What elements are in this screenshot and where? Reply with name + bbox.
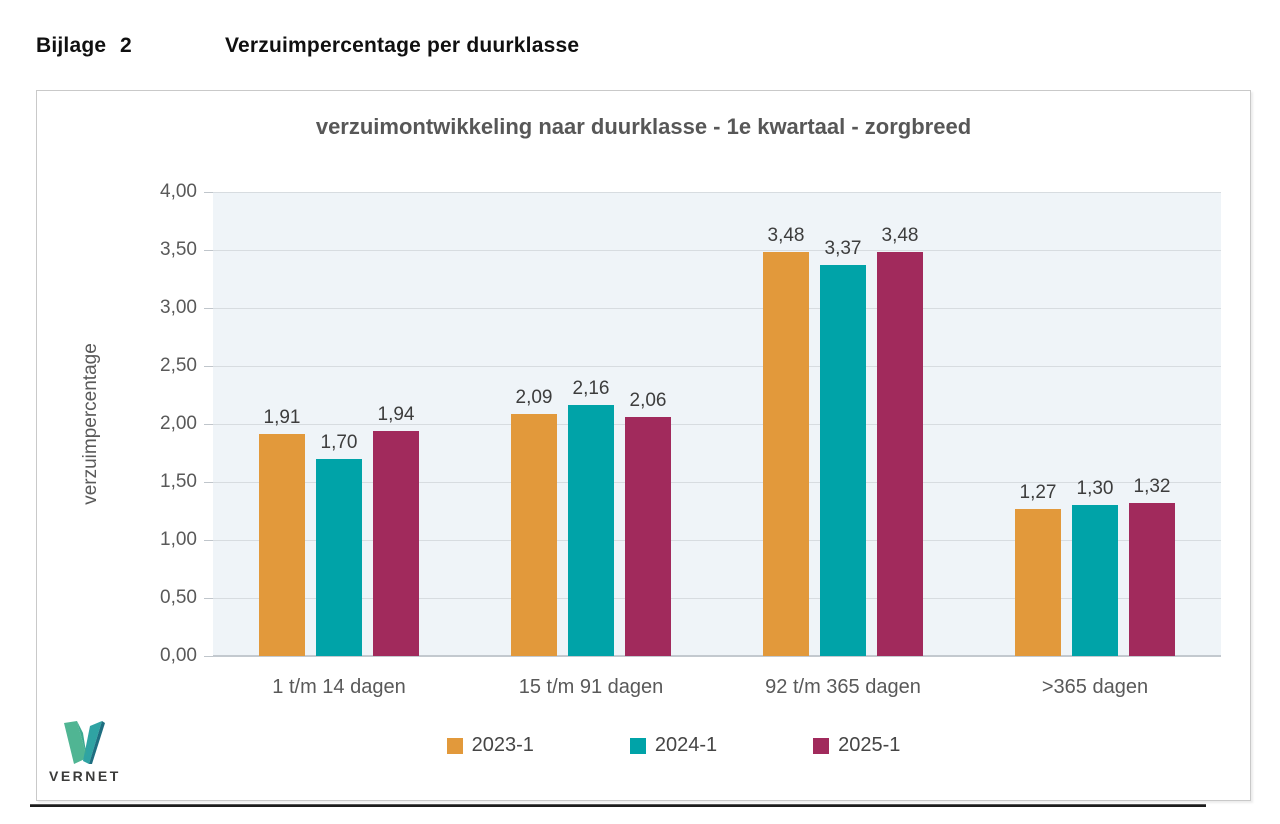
bar-2023-1 xyxy=(763,252,809,656)
bar-value-label: 1,30 xyxy=(1076,478,1114,500)
bar-value-label: 3,48 xyxy=(881,225,919,247)
chart-legend: 2023-1 2024-1 2025-1 xyxy=(37,734,1250,757)
legend-swatch xyxy=(629,737,646,754)
bar-column: 3,48 xyxy=(763,225,809,656)
vernet-logo-text: VERNET xyxy=(49,768,121,784)
bar-value-label: 1,70 xyxy=(320,431,358,453)
y-tick-mark xyxy=(204,308,213,309)
bar-column: 2,16 xyxy=(568,378,614,656)
bar-2023-1 xyxy=(1015,508,1061,656)
gridline xyxy=(213,250,1221,251)
y-tick-label: 0,50 xyxy=(160,587,197,608)
bottom-horizontal-rule xyxy=(30,804,1206,807)
y-tick-mark xyxy=(204,540,213,541)
y-tick-mark xyxy=(204,192,213,193)
x-axis-label: >365 dagen xyxy=(1041,676,1149,698)
gridline xyxy=(213,482,1221,483)
bar-value-label: 2,06 xyxy=(629,390,667,411)
bar-column: 1,32 xyxy=(1129,476,1175,656)
bar-2024-1 xyxy=(316,458,362,656)
y-tick-label: 1,50 xyxy=(160,471,197,492)
bar-2024-1 xyxy=(820,265,866,656)
bar-column: 1,91 xyxy=(259,407,305,656)
bar-group: 3,48 3,37 3,48 xyxy=(717,192,969,656)
x-axis-label: 15 t/m 91 dagen xyxy=(518,676,664,698)
chart-title: verzuimontwikkeling naar duurklasse - 1e… xyxy=(315,114,972,139)
bar-2025-1 xyxy=(1129,502,1175,656)
bar-column: 1,70 xyxy=(316,432,362,656)
y-tick-mark xyxy=(204,424,213,425)
bar-group: 2,09 2,16 2,06 xyxy=(465,192,717,656)
bar-2024-1 xyxy=(1072,505,1118,656)
bar-value-label: 1,94 xyxy=(377,404,415,425)
bar-value-label: 3,37 xyxy=(824,238,862,260)
x-axis-label: 1 t/m 14 dagen xyxy=(272,676,406,698)
legend-swatch xyxy=(446,737,463,754)
legend-swatch xyxy=(813,737,830,754)
vernet-logo-icon xyxy=(64,721,105,764)
bar-value-label: 3,48 xyxy=(767,225,805,247)
y-tick-mark xyxy=(204,250,213,251)
bar-value-label: 1,91 xyxy=(263,407,301,429)
bar-column: 3,48 xyxy=(877,225,923,656)
y-tick-label: 2,00 xyxy=(160,413,197,434)
bar-column: 2,09 xyxy=(511,387,557,656)
bar-column: 1,94 xyxy=(373,404,419,656)
y-tick-label: 3,00 xyxy=(160,297,197,318)
gridline xyxy=(213,598,1221,599)
bar-column: 1,30 xyxy=(1072,478,1118,656)
legend-label: 2025-1 xyxy=(838,734,901,756)
bijlage-number: 2 xyxy=(120,34,132,57)
bar-2023-1 xyxy=(259,434,305,656)
bijlage-label: Bijlage xyxy=(36,34,107,57)
vernet-logo: VERNET xyxy=(49,719,159,784)
bar-column: 3,37 xyxy=(820,238,866,656)
y-axis-title: verzuimpercentage xyxy=(80,343,101,505)
plot-area: verzuimpercentage 0,00 0,50 1,00 1,50 2,00 2,… xyxy=(80,181,1221,698)
y-tick-mark xyxy=(204,482,213,483)
bar-group: 1,91 1,70 1,94 xyxy=(213,192,465,656)
bar-value-label: 2,09 xyxy=(515,386,553,408)
gridline xyxy=(213,655,1221,657)
y-tick-label: 4,00 xyxy=(160,181,197,202)
gridline xyxy=(213,308,1221,309)
bar-2025-1 xyxy=(373,431,419,656)
bar-column: 1,27 xyxy=(1015,482,1061,656)
y-tick-label: 2,50 xyxy=(160,355,197,376)
y-tick-mark xyxy=(204,598,213,599)
y-tick-label: 0,00 xyxy=(160,645,197,666)
document-title: Verzuimpercentage per duurklasse xyxy=(225,34,580,57)
legend-item: 2023-1 xyxy=(446,734,534,757)
bar-2024-1 xyxy=(568,405,614,656)
legend-label: 2024-1 xyxy=(654,734,718,756)
bar-2025-1 xyxy=(625,417,671,656)
bar-value-label: 1,32 xyxy=(1133,475,1171,497)
legend-item: 2025-1 xyxy=(813,734,900,757)
gridline xyxy=(213,540,1221,541)
bar-value-label: 1,27 xyxy=(1019,481,1057,503)
y-tick-label: 1,00 xyxy=(160,529,197,550)
legend-label: 2023-1 xyxy=(471,734,534,756)
y-tick-label: 3,50 xyxy=(160,239,197,260)
bar-group: 1,27 1,30 1,32 xyxy=(969,192,1221,656)
bar-2023-1 xyxy=(511,413,557,656)
bar-value-label: 2,16 xyxy=(572,378,610,400)
legend-item: 2024-1 xyxy=(629,734,718,757)
gridline xyxy=(213,192,1221,193)
bar-2025-1 xyxy=(877,252,923,656)
gridline xyxy=(213,366,1221,367)
x-axis-label: 92 t/m 365 dagen xyxy=(765,676,921,698)
chart-container: verzuimontwikkeling naar duurklasse - 1e… xyxy=(36,90,1251,801)
bar-column: 2,06 xyxy=(625,390,671,656)
y-tick-mark xyxy=(204,656,213,657)
y-tick-mark xyxy=(204,366,213,367)
gridline xyxy=(213,424,1221,425)
